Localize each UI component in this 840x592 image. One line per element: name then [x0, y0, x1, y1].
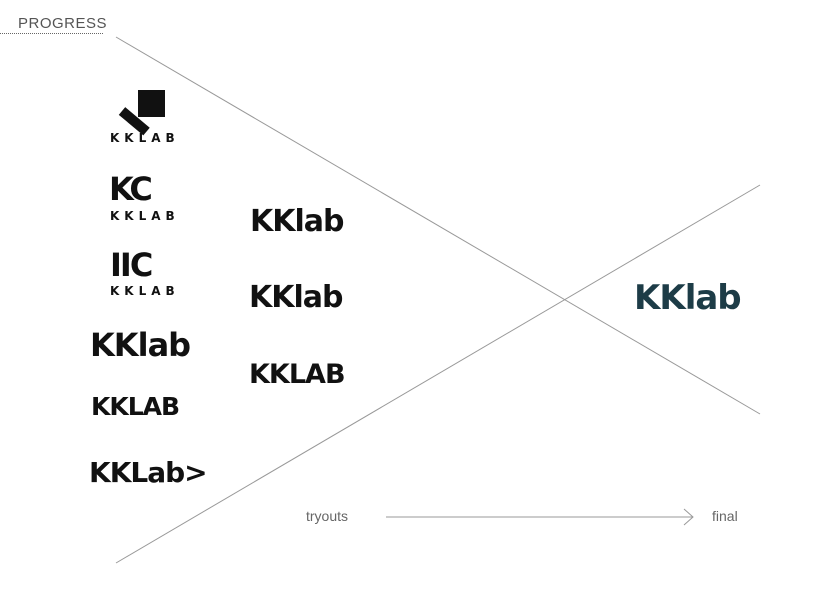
logo-tryout-7: KKlab: [250, 204, 344, 239]
final-label: final: [712, 508, 738, 524]
converging-line-bottom: [115, 184, 761, 564]
logo-wordmark: KKLAB: [110, 131, 180, 145]
logo-tryout-6: KKLab>: [89, 456, 208, 489]
logo-tryout-5: KKLAB: [91, 392, 180, 421]
logo-tryout-9: KKLAB: [249, 359, 346, 390]
arrow-head-icon: [683, 508, 694, 526]
square-bar-mark-icon: [138, 90, 165, 117]
page-title: PROGRESS: [18, 15, 108, 32]
logo-wordmark: KKLAB: [110, 209, 180, 223]
logo-wordmark: KKLAB: [110, 284, 180, 298]
tryouts-label: tryouts: [306, 508, 349, 524]
logo-tryout-4: KKlab: [90, 326, 191, 364]
logo-tryout-8: KKlab: [249, 280, 343, 315]
logo-mark: KC: [109, 170, 153, 208]
title-underline: [0, 33, 103, 34]
final-logo: KKlab: [634, 278, 742, 318]
converging-line-top: [115, 36, 761, 415]
logo-mark: IIC: [110, 246, 153, 284]
